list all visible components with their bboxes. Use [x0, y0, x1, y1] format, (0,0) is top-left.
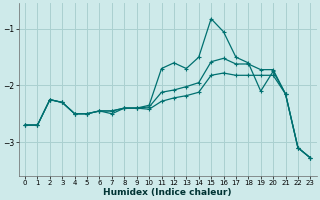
X-axis label: Humidex (Indice chaleur): Humidex (Indice chaleur) [103, 188, 232, 197]
